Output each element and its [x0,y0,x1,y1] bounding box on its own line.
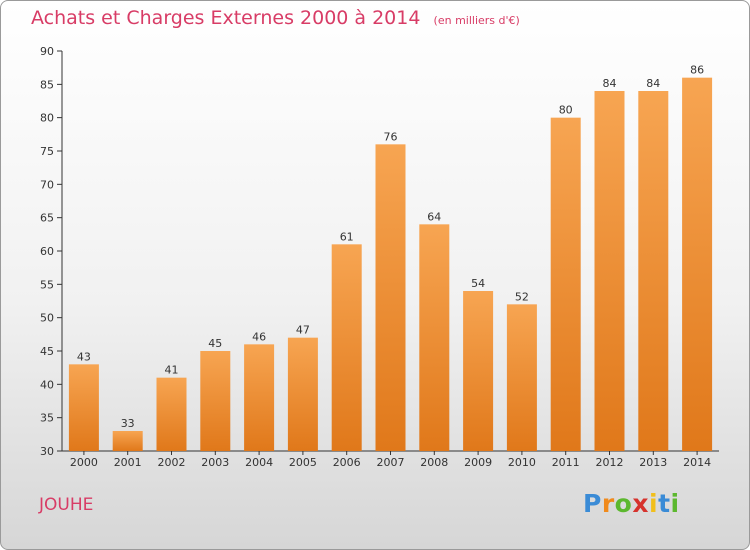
bar-value-label: 46 [252,330,266,343]
y-tick-label: 40 [40,378,54,391]
bar-value-label: 80 [559,104,573,117]
x-tick-label: 2007 [377,456,405,469]
x-tick-label: 2009 [464,456,492,469]
logo-letter: o [614,489,633,518]
x-tick-label: 2003 [201,456,229,469]
x-tick-label: 2008 [420,456,448,469]
bar [375,144,406,452]
bar [200,351,231,451]
bar-value-label: 41 [165,364,179,377]
bar [112,431,143,451]
bar [68,364,99,451]
y-tick-label: 50 [40,312,54,325]
y-tick-label: 75 [40,145,54,158]
y-tick-label: 70 [40,178,54,191]
y-tick-label: 35 [40,412,54,425]
logo-letter: r [601,489,615,518]
bar [419,224,450,451]
y-tick-label: 65 [40,212,54,225]
y-tick-label: 90 [40,45,54,58]
bar [244,344,275,451]
y-tick-label: 80 [40,112,54,125]
x-tick-label: 2001 [114,456,142,469]
bar [287,337,318,451]
y-tick-label: 30 [40,445,54,458]
title-row: Achats et Charges Externes 2000 à 2014 (… [31,7,520,29]
bar-value-label: 52 [515,290,529,303]
bar-value-label: 47 [296,324,310,337]
logo-letter: P [583,489,602,518]
y-tick-label: 60 [40,245,54,258]
bar-value-label: 76 [384,130,398,143]
bar [463,291,494,451]
bar-value-label: 54 [471,277,485,290]
x-tick-label: 2010 [508,456,536,469]
x-tick-label: 2000 [70,456,98,469]
bar-value-label: 45 [208,337,222,350]
logo-letter: i [649,489,659,518]
y-tick-label: 45 [40,345,54,358]
logo-letter: i [670,489,680,518]
bar-value-label: 61 [340,230,354,243]
x-tick-label: 2002 [158,456,186,469]
bar [594,91,625,451]
bar [638,91,669,451]
bar [331,244,362,451]
x-tick-label: 2005 [289,456,317,469]
bar-value-label: 84 [646,77,660,90]
bar [682,77,713,452]
y-tick-label: 85 [40,78,54,91]
chart-subtitle: (en milliers d'€) [433,14,520,27]
x-tick-label: 2013 [639,456,667,469]
bar [506,304,537,451]
bar-value-label: 86 [690,64,704,77]
bar [156,377,187,451]
proxiti-logo: Proxiti [583,489,680,518]
bar-value-label: 33 [121,417,135,430]
x-tick-label: 2012 [596,456,624,469]
logo-letter: x [632,489,649,518]
x-tick-label: 2004 [245,456,273,469]
bar-value-label: 43 [77,350,91,363]
chart-title: Achats et Charges Externes 2000 à 2014 [31,7,421,29]
bar-value-label: 84 [603,77,617,90]
x-tick-label: 2014 [683,456,711,469]
x-tick-label: 2006 [333,456,361,469]
commune-name: JOUHE [39,495,94,515]
y-tick-label: 55 [40,278,54,291]
x-tick-label: 2011 [552,456,580,469]
bar-value-label: 64 [427,210,441,223]
logo-letter: t [658,489,671,518]
bar [550,117,581,452]
